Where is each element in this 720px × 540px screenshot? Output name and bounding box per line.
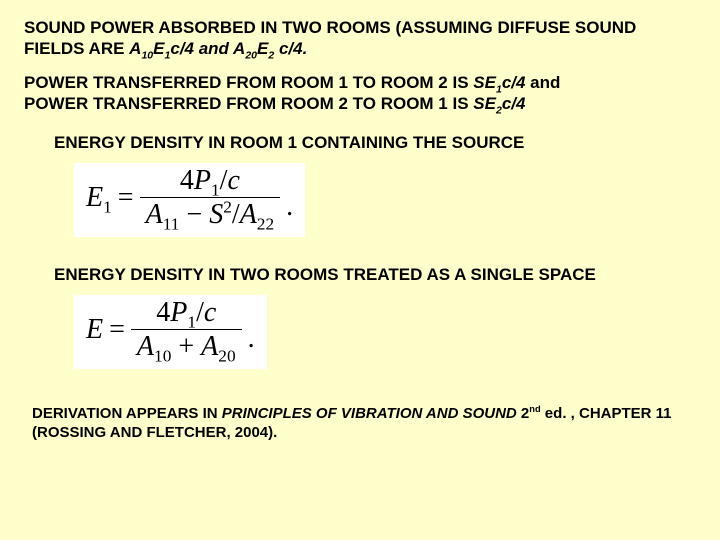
eq2-denominator: A10 + A20	[131, 329, 242, 361]
footer-citation: DERIVATION APPEARS IN PRINCIPLES OF VIBR…	[32, 405, 696, 443]
p2-and: and	[530, 73, 560, 92]
p1-prefix: SOUND POWER ABSORBED IN TWO ROOMS (ASSUM…	[24, 18, 636, 58]
p1-suffix: c/4.	[274, 39, 307, 58]
heading-room1: ENERGY DENSITY IN ROOM 1 CONTAINING THE …	[54, 133, 696, 153]
eq1-S2: 2	[223, 198, 232, 217]
eq2-lhs: E	[86, 314, 103, 346]
eq1-minus: −	[179, 199, 209, 230]
slide-body: SOUND POWER ABSORBED IN TWO ROOMS (ASSUM…	[0, 0, 720, 540]
eq2-equals: =	[109, 314, 125, 346]
para-transferred: POWER TRANSFERRED FROM ROOM 1 TO ROOM 2 …	[24, 73, 696, 114]
equation-e1-content: E1 = 4P1/c A11 − S2/A22 .	[86, 167, 293, 229]
p1-a10sub: 10	[141, 49, 153, 61]
equation-e1: E1 = 4P1/c A11 − S2/A22 .	[74, 163, 305, 237]
equation-e: E = 4P1/c A10 + A20 .	[74, 295, 267, 369]
eq1-E: E	[86, 182, 103, 213]
para-absorbed: SOUND POWER ABSORBED IN TWO ROOMS (ASSUM…	[24, 18, 696, 59]
p1-mid: c/4 and	[170, 39, 233, 58]
p1-a20sub: 20	[245, 49, 257, 61]
eq2-slash: /	[196, 297, 204, 328]
eq1-P: P	[194, 165, 211, 196]
p2-l2b: c/4	[502, 94, 526, 113]
eq2-A10a: A	[137, 331, 154, 362]
eq1-sub1: 1	[103, 198, 112, 217]
footer-t2: 2	[517, 405, 530, 422]
eq1-4: 4	[180, 165, 194, 196]
eq2-fraction: 4P1/c A10 + A20	[131, 299, 242, 361]
eq2-A20s: 20	[218, 347, 235, 366]
eq1-lhs: E1	[86, 182, 112, 214]
eq1-A11s: 11	[163, 215, 180, 234]
eq2-A10s: 10	[154, 347, 171, 366]
p2-l1b: c/4	[502, 73, 530, 92]
eq2-numerator: 4P1/c	[150, 299, 222, 329]
eq1-fraction: 4P1/c A11 − S2/A22	[140, 167, 281, 229]
eq2-c: c	[204, 297, 216, 328]
eq1-c: c	[227, 165, 239, 196]
eq2-A20a: A	[201, 331, 218, 362]
eq1-equals: =	[118, 182, 134, 214]
eq1-S: S	[209, 199, 223, 230]
p1-a10: A	[129, 39, 141, 58]
p1-a20: A	[233, 39, 245, 58]
eq2-P: P	[170, 297, 187, 328]
footer-nd: nd	[529, 404, 540, 414]
eq1-A22s: 22	[257, 215, 274, 234]
eq2-plus: +	[171, 331, 201, 362]
equation-e-content: E = 4P1/c A10 + A20 .	[86, 299, 255, 361]
eq1-dot: .	[286, 191, 293, 223]
footer-t1: DERIVATION APPEARS IN	[32, 405, 222, 422]
p1-e2: E	[257, 39, 268, 58]
p2-se2: SE	[473, 94, 496, 113]
p1-e1: E	[153, 39, 164, 58]
eq1-numerator: 4P1/c	[174, 167, 246, 197]
p2-l1a: POWER TRANSFERRED FROM ROOM 1 TO ROOM 2 …	[24, 73, 473, 92]
eq2-4: 4	[156, 297, 170, 328]
eq1-A22a: A	[240, 199, 257, 230]
eq1-denominator: A11 − S2/A22	[140, 197, 281, 229]
p2-se1: SE	[473, 73, 496, 92]
heading-single-space: ENERGY DENSITY IN TWO ROOMS TREATED AS A…	[54, 265, 696, 285]
footer-book: PRINCIPLES OF VIBRATION AND SOUND	[222, 405, 517, 422]
eq2-dot: .	[248, 323, 255, 355]
eq1-dslash: /	[232, 199, 240, 230]
p2-l2a: POWER TRANSFERRED FROM ROOM 2 TO ROOM 1 …	[24, 94, 473, 113]
eq1-A11a: A	[146, 199, 163, 230]
